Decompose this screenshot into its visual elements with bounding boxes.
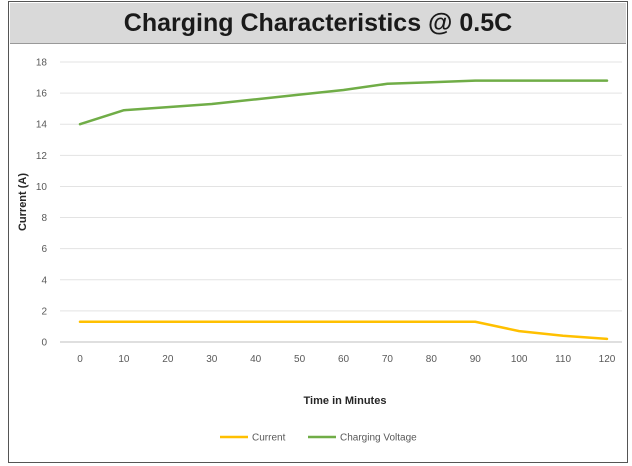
title-bar: Charging Characteristics @ 0.5C [10,3,626,44]
x-tick-label: 110 [555,354,571,365]
y-tick-label: 6 [41,244,47,255]
y-tick-label: 0 [41,338,47,349]
x-tick-label: 30 [206,354,218,365]
y-tick-labels: 0 2 4 6 8 10 12 14 16 18 [36,58,48,349]
legend-label: Current [252,433,286,444]
x-tick-label: 20 [162,354,174,365]
x-tick-label: 10 [118,354,130,365]
y-tick-label: 10 [36,182,48,193]
y-tick-label: 18 [36,58,48,69]
x-tick-label: 0 [77,354,83,365]
x-tick-label: 60 [338,354,350,365]
y-tick-label: 12 [36,151,48,162]
x-tick-label: 50 [294,354,306,365]
y-tick-label: 8 [41,213,47,224]
y-tick-label: 14 [36,120,48,131]
series-lines [78,79,609,341]
grid-lines [60,61,622,343]
y-tick-label: 16 [36,89,48,100]
chart-frame: Charging Characteristics @ 0.5C [8,1,628,463]
x-tick-label: 40 [250,354,262,365]
y-tick-label: 4 [41,275,47,286]
x-tick-label: 100 [511,354,528,365]
x-tick-label: 80 [426,354,438,365]
series-line-charging-voltage [78,79,609,126]
x-axis-title: Time in Minutes [304,395,387,407]
legend-label: Charging Voltage [340,433,417,444]
x-tick-label: 90 [470,354,482,365]
y-axis-title: Current (A) [17,173,29,231]
x-tick-label: 120 [599,354,616,365]
x-tick-labels: 0 10 20 30 40 50 60 70 80 90 100 110 120 [77,354,616,365]
x-tick-label: 70 [382,354,394,365]
legend: Current Charging Voltage [220,433,417,444]
y-tick-label: 2 [41,306,47,317]
chart-title: Charging Characteristics @ 0.5C [123,9,513,37]
series-line-current [78,320,609,341]
